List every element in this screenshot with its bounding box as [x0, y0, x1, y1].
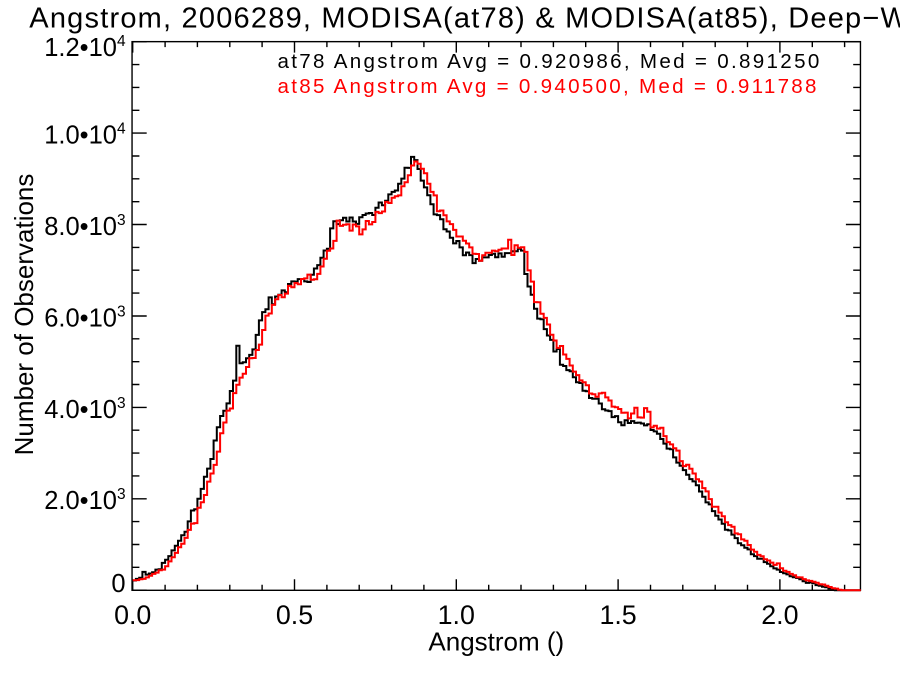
svg-text:2.0•103: 2.0•103: [44, 486, 125, 515]
svg-text:1.0: 1.0: [438, 600, 475, 630]
svg-text:0.5: 0.5: [276, 600, 313, 630]
svg-text:0.0: 0.0: [114, 600, 151, 630]
svg-text:Angstrom, 2006289, MODISA(at78: Angstrom, 2006289, MODISA(at78) & MODISA…: [29, 3, 900, 35]
svg-text:6.0•103: 6.0•103: [44, 303, 125, 332]
svg-text:at78 Angstrom Avg = 0.920986,: at78 Angstrom Avg = 0.920986, Med = 0.89…: [278, 50, 820, 73]
svg-text:1.2•104: 1.2•104: [44, 33, 126, 62]
svg-text:1.5: 1.5: [599, 600, 636, 630]
svg-text:8.0•103: 8.0•103: [44, 212, 125, 241]
svg-text:1.0•104: 1.0•104: [44, 121, 126, 150]
svg-text:Angstrom (): Angstrom (): [428, 627, 564, 657]
svg-text:4.0•103: 4.0•103: [44, 395, 125, 424]
svg-text:0: 0: [111, 570, 125, 598]
svg-text:Number of Observations: Number of Observations: [9, 174, 39, 456]
svg-text:at85 Angstrom Avg = 0.940500,: at85 Angstrom Avg = 0.940500, Med = 0.91…: [278, 75, 817, 98]
svg-text:2.0: 2.0: [761, 600, 798, 630]
